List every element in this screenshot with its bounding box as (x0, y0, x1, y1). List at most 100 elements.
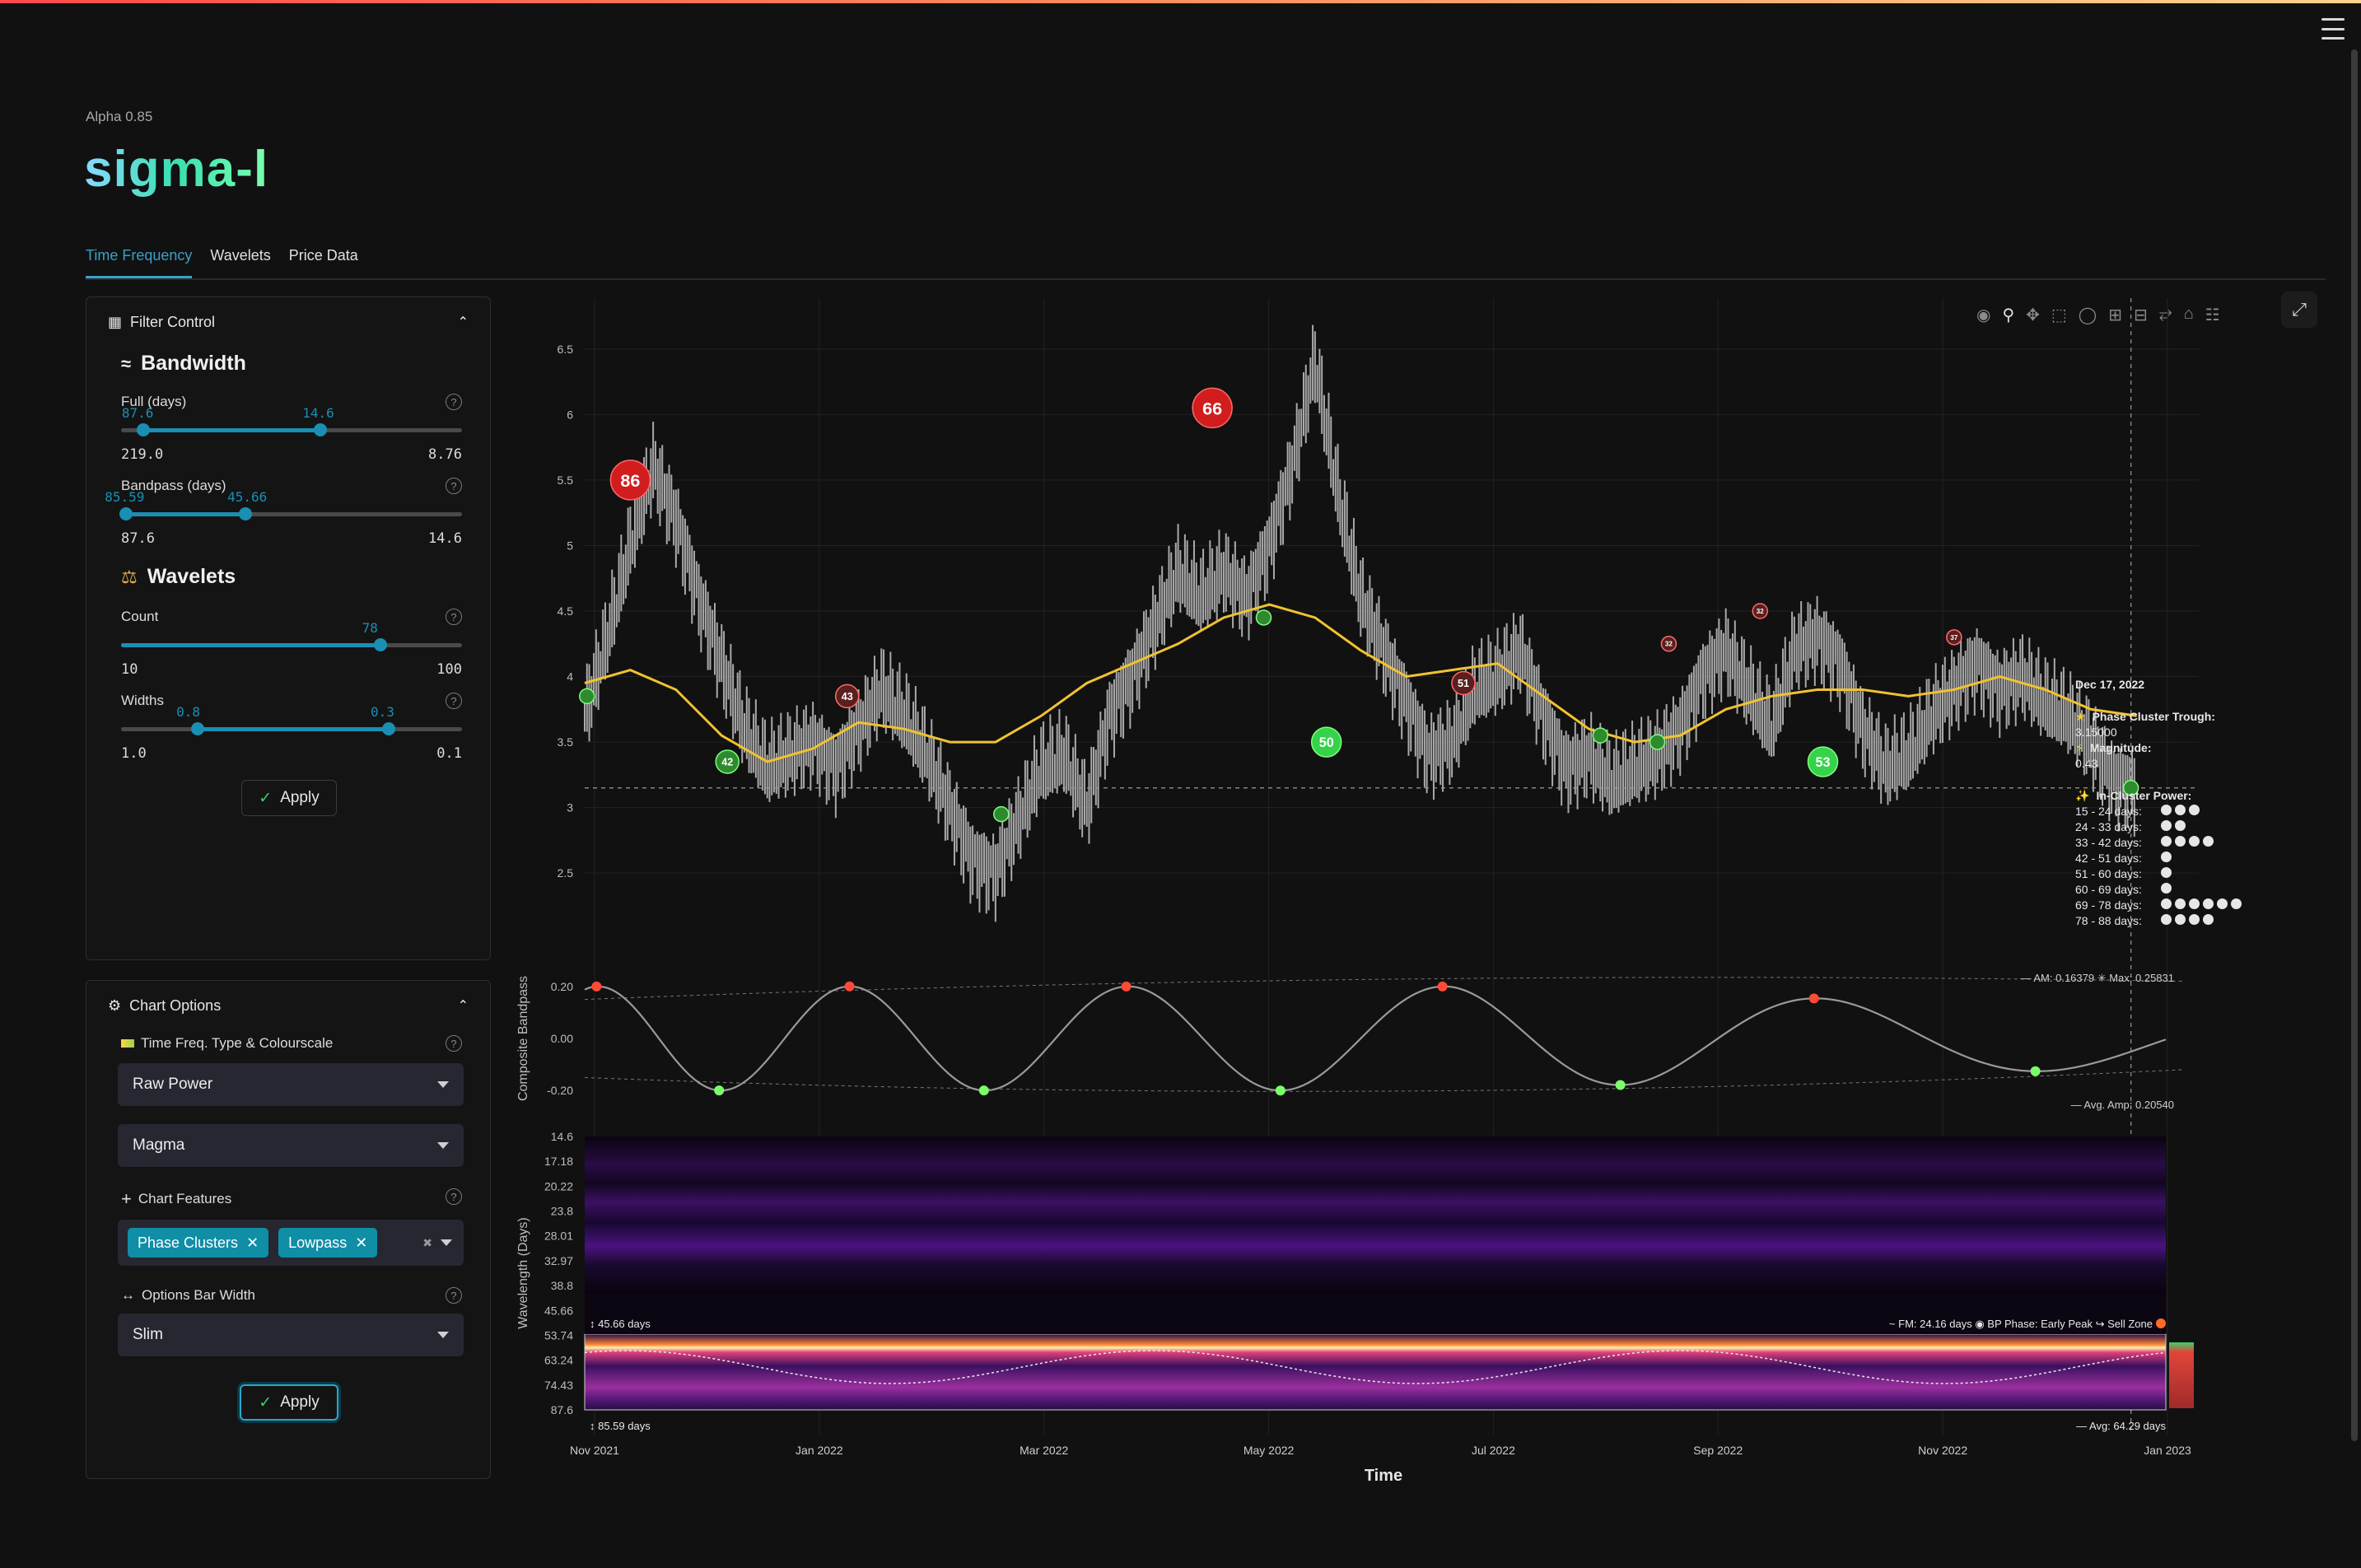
y-tick-label: 20.22 (544, 1179, 573, 1192)
bottom-band-label: ↕ 85.59 days (590, 1420, 651, 1432)
help-icon[interactable]: ? (446, 693, 462, 709)
home-icon[interactable]: ⌂ (2183, 305, 2194, 323)
help-icon[interactable]: ? (446, 1188, 462, 1205)
zoom-out-icon[interactable]: ⊟ (2133, 306, 2148, 324)
fullscreen-expand-icon[interactable]: ⤢ (2281, 292, 2317, 328)
count-slider[interactable]: 78 10 100 (121, 620, 462, 678)
slider-low-handle[interactable] (119, 507, 133, 520)
help-icon[interactable]: ? (446, 1035, 462, 1052)
peak-label: 32 (1757, 608, 1765, 615)
full-days-slider[interactable]: 87.6 14.6 219.0 8.76 (121, 405, 462, 463)
type-select[interactable]: Raw Power (118, 1063, 464, 1106)
slider-high-handle[interactable] (381, 722, 395, 735)
x-axis-title: Time (1365, 1467, 1402, 1485)
phase-cluster-peak-marker (1192, 387, 1233, 429)
tab-time-frequency[interactable]: Time Frequency (86, 244, 193, 278)
zoom-icon[interactable]: ⚲ (2002, 306, 2015, 324)
arrows-horizontal-icon: ↔ (121, 1287, 135, 1303)
collapse-chevron-icon[interactable]: ⌃ (457, 315, 469, 329)
page-scrollbar[interactable] (2351, 49, 2358, 1441)
bar-width-select[interactable]: Slim (118, 1314, 464, 1356)
filter-control-panel: ▦ Filter Control ⌃ ≈ Bandwidth Full (day… (86, 296, 491, 960)
peak-label: 37 (1950, 634, 1958, 642)
power-dot-icon (2161, 883, 2172, 894)
trough-label: 42 (721, 757, 733, 768)
widths-slider[interactable]: 0.8 0.3 1.0 0.1 (121, 704, 462, 762)
slider-min-label: 1.0 (121, 745, 147, 762)
slider-value: 78 (362, 620, 378, 636)
slider-low-handle[interactable] (191, 722, 205, 735)
close-icon[interactable]: ✕ (246, 1234, 259, 1251)
bandpass-peak-dot (1121, 981, 1132, 992)
power-row-range: 15 - 24 days: (2075, 805, 2142, 818)
heatmap-bandpass-region (584, 1333, 2167, 1411)
chart-toolbar: ◉ ⚲ ✥ ⬚ ◯ ⊞ ⊟ ⥂ ⌂ ☷ (1976, 305, 2220, 325)
x-tick-label: Sep 2022 (1693, 1444, 1743, 1457)
help-icon[interactable]: ? (446, 478, 462, 494)
filter-control-header[interactable]: ▦ Filter Control ⌃ (86, 297, 490, 347)
slider-fill (198, 727, 389, 731)
pan-icon[interactable]: ✥ (2026, 306, 2040, 324)
wavelength-y-axis-label: Wavelength (Days) (516, 1217, 530, 1328)
power-row: 60 - 69 days: (2075, 882, 2273, 898)
x-tick-label: Mar 2022 (1020, 1444, 1068, 1457)
type-label-row: Time Freq. Type & Colourscale ? (121, 1035, 462, 1052)
wavelength-panel: 14.6 17.18 20.22 23.8 28.01 32.97 38.8 45.66 53.… (516, 1130, 2194, 1432)
bandpass-days-slider[interactable]: 85.59 45.66 87.6 14.6 (105, 489, 462, 547)
heatmap-upper (585, 1136, 2166, 1293)
power-dot-icon (2161, 867, 2172, 878)
hover-magnitude-label: Magnitude: (2089, 741, 2152, 754)
chart-options-apply-button[interactable]: ✓ Apply (240, 1384, 338, 1421)
collapse-chevron-icon[interactable]: ⌃ (457, 999, 469, 1013)
colourscale-select[interactable]: Magma (118, 1124, 464, 1167)
phase-cluster-peak-marker (1660, 636, 1677, 652)
help-icon[interactable]: ? (446, 394, 462, 410)
features-multiselect[interactable]: Phase Clusters ✕ Lowpass ✕ ✖ (118, 1220, 464, 1266)
power-dot-icon (2161, 914, 2172, 925)
power-row-range: 69 - 78 days: (2075, 898, 2142, 912)
help-icon[interactable]: ? (446, 609, 462, 625)
widths-label-row: Widths ? (121, 693, 462, 709)
lasso-icon[interactable]: ◯ (2078, 306, 2097, 324)
power-dot-icon (2175, 820, 2186, 831)
chart-options-header[interactable]: ⚙ Chart Options ⌃ (86, 981, 490, 1030)
camera-icon[interactable]: ◉ (1976, 306, 1991, 324)
slider-low-handle[interactable] (136, 423, 150, 436)
autoscale-icon[interactable]: ⥂ (2158, 305, 2172, 323)
feature-chip-lowpass[interactable]: Lowpass ✕ (278, 1228, 378, 1258)
bolt-icon: ⚡ (2075, 741, 2083, 754)
phase-cluster-trough-marker (2122, 780, 2139, 796)
tab-wavelets[interactable]: Wavelets (210, 247, 271, 264)
slider-high-handle[interactable] (314, 423, 328, 436)
hamburger-menu-icon[interactable] (2321, 18, 2345, 40)
zoom-in-icon[interactable]: ⊞ (2108, 306, 2122, 324)
phase-cluster-peak-marker (834, 684, 860, 709)
power-dot-icon (2175, 836, 2186, 847)
clear-all-icon[interactable]: ✖ (422, 1235, 432, 1249)
star-icon: ★ (2075, 710, 2086, 723)
filter-apply-button[interactable]: ✓ Apply (241, 780, 337, 816)
y-tick-label: 28.01 (544, 1230, 573, 1243)
bandpass-peak-dot (1437, 981, 1448, 992)
feature-chip-phase-clusters[interactable]: Phase Clusters ✕ (128, 1228, 269, 1258)
slider-handle[interactable] (373, 638, 387, 651)
avg-amp-label: — Avg. Amp: 0.20540 (2070, 1099, 2174, 1111)
x-tick-label: Nov 2022 (1918, 1444, 1967, 1457)
peak-label: 86 (620, 470, 640, 491)
slider-high-handle[interactable] (239, 507, 253, 520)
box-select-icon[interactable]: ⬚ (2051, 306, 2067, 324)
bandpass-peak-dot (1808, 993, 1819, 1004)
help-icon[interactable]: ? (446, 1287, 462, 1304)
wavelets-title: Wavelets (147, 565, 236, 588)
time-frequency-chart[interactable]: 6.565.554.543.532.586436651323237425053 … (511, 290, 2273, 1492)
close-icon[interactable]: ✕ (355, 1234, 368, 1251)
widths-label: Widths (121, 693, 164, 708)
power-dots (2161, 913, 2217, 929)
tab-price-data[interactable]: Price Data (288, 247, 358, 264)
spikelines-icon[interactable]: ☷ (2205, 306, 2220, 324)
y-tick-label: 4.5 (558, 604, 574, 618)
x-tick-label: Nov 2021 (570, 1444, 619, 1457)
fm-line (584, 1350, 2167, 1384)
slider-fill (142, 428, 321, 432)
trough-label: 50 (1319, 735, 1334, 750)
